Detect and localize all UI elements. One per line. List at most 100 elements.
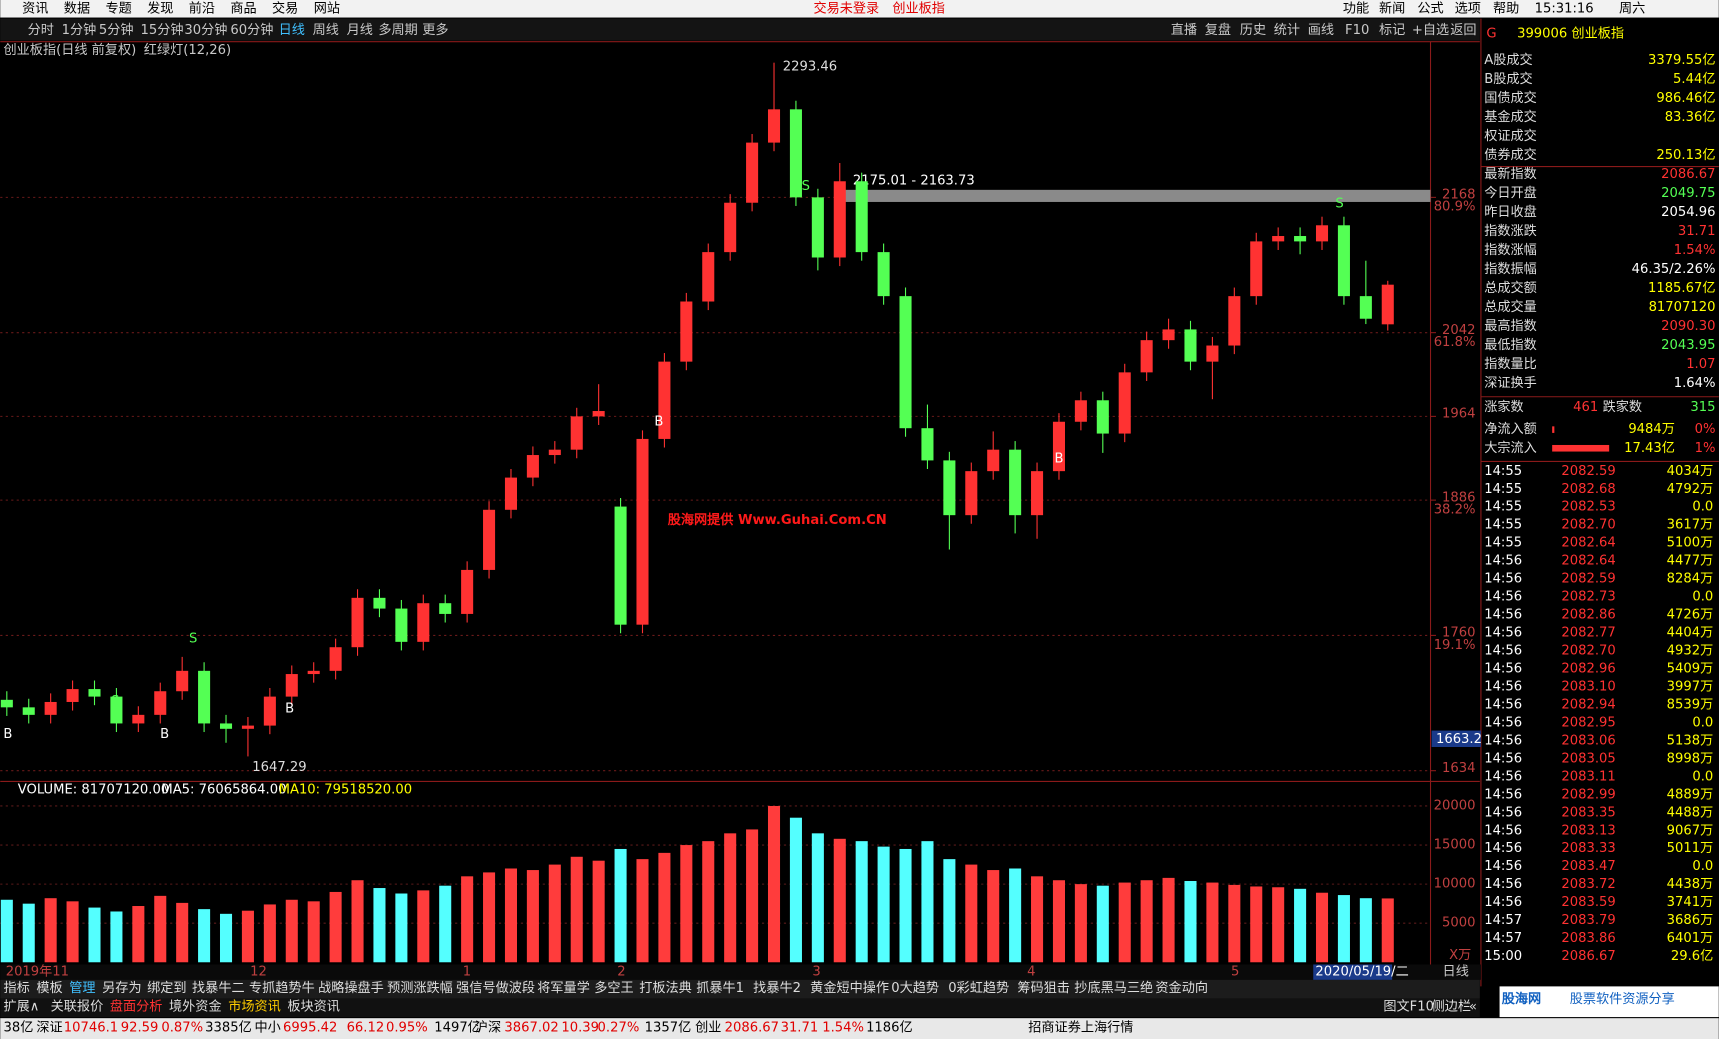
top-right-item[interactable]: 功能 xyxy=(1343,0,1369,16)
tool-button[interactable]: 标记 xyxy=(1379,22,1405,38)
status-item: 3385亿 xyxy=(205,1020,252,1036)
indicator-tab[interactable]: 打板法典 xyxy=(639,980,692,996)
volume-bar xyxy=(1315,892,1329,963)
volume-bar xyxy=(307,901,320,963)
status-item: 0.87% xyxy=(161,1021,203,1036)
quote-value: 5.44亿 xyxy=(1673,71,1715,87)
tick-volume: 29.6亿 xyxy=(1671,948,1713,964)
candle-body xyxy=(702,252,715,302)
indicator-tab[interactable]: 黄金短中操作 xyxy=(810,980,889,996)
side-tab[interactable]: 侧边栏 xyxy=(1432,999,1471,1015)
menu-item[interactable]: 商品 xyxy=(230,0,256,16)
indicator-tab[interactable]: 找暴牛二 xyxy=(192,980,245,996)
tick-time: 14:57 xyxy=(1484,913,1522,928)
tool-button[interactable]: 直播 xyxy=(1171,22,1197,38)
volume-bar xyxy=(1162,877,1175,963)
candle-body xyxy=(746,142,759,203)
indicator-tab[interactable]: 资金动向 xyxy=(1155,980,1208,996)
quote-value: 2090.30 xyxy=(1661,319,1715,334)
flow-pct: 0% xyxy=(1695,422,1716,437)
status-item: 创业 xyxy=(695,1020,721,1036)
signal: S xyxy=(617,530,625,545)
tool-button[interactable]: +自选 xyxy=(1412,22,1449,38)
status-item: 中小 xyxy=(255,1020,281,1036)
indicator-tab[interactable]: 找暴牛2 xyxy=(753,980,801,996)
candle-body xyxy=(263,696,276,726)
status-item: 1186亿 xyxy=(866,1020,913,1036)
status-item: 3867.02 xyxy=(504,1021,558,1036)
panel-tab[interactable]: 境外资金 xyxy=(169,999,222,1015)
top-right-item[interactable]: 新闻 xyxy=(1379,0,1405,16)
menu-item[interactable]: 网站 xyxy=(314,0,340,16)
volume-bar xyxy=(1294,888,1307,963)
candle-body xyxy=(965,471,978,516)
tool-button[interactable]: 统计 xyxy=(1274,22,1300,38)
panel-tab[interactable]: 市场资讯 xyxy=(228,998,281,1015)
side-tab[interactable]: 图文F10 xyxy=(1383,999,1434,1015)
period-tab[interactable]: 多周期 xyxy=(378,21,417,38)
menu-item[interactable]: 前沿 xyxy=(189,0,215,16)
tool-button[interactable]: 历史 xyxy=(1240,22,1266,38)
period-tab[interactable]: 日线 xyxy=(279,22,305,38)
candle-body xyxy=(329,647,342,671)
indicator-tab[interactable]: 模板 xyxy=(36,980,62,996)
menu-item[interactable]: 发现 xyxy=(147,0,173,16)
indicator-tab[interactable]: 专抓趋势牛 xyxy=(249,980,315,996)
tool-button[interactable]: 画线 xyxy=(1308,22,1334,38)
panel-tab[interactable]: 板块资讯 xyxy=(287,999,340,1015)
volume-bar xyxy=(329,891,342,963)
indicator-tab[interactable]: 多空王 xyxy=(594,979,633,996)
menu-item[interactable]: 专题 xyxy=(105,0,131,16)
indicator-tab[interactable]: 指标 xyxy=(4,980,30,996)
volume-bar xyxy=(526,870,539,963)
indicator-tab[interactable]: 筹码狙击 xyxy=(1017,979,1070,996)
indicator-tab[interactable]: 将军量学 xyxy=(537,980,590,996)
menu-item[interactable]: 资讯 xyxy=(22,0,48,16)
period-tab[interactable]: 更多 xyxy=(422,21,448,38)
indicator-tab[interactable]: 抄底黑马三绝 xyxy=(1074,980,1153,996)
indicator-tab[interactable]: 0大趋势 xyxy=(891,980,939,996)
quote-value: 986.46亿 xyxy=(1656,90,1715,106)
candle-body xyxy=(811,197,824,258)
indicator-tab[interactable]: 预测涨跌幅 xyxy=(387,980,453,996)
indicator-tab[interactable]: 抓暴牛1 xyxy=(696,980,744,996)
volume-bar xyxy=(461,876,474,963)
period-tab[interactable]: 1分钟 xyxy=(62,21,97,38)
period-tab[interactable]: 60分钟 xyxy=(230,21,273,38)
menu-item[interactable]: 数据 xyxy=(64,0,90,16)
quote-label: 深证换手 xyxy=(1484,375,1537,391)
tool-button[interactable]: 复盘 xyxy=(1205,21,1231,38)
signal: S xyxy=(1335,196,1343,211)
indicator-tab[interactable]: 另存为 xyxy=(102,980,141,996)
panel-tab[interactable]: 扩展∧ xyxy=(4,999,40,1015)
tool-button[interactable]: F10 xyxy=(1345,23,1369,38)
indicator-tab[interactable]: 0彩虹趋势 xyxy=(948,980,1009,996)
indicator-tab[interactable]: 强信号做波段 xyxy=(456,980,535,996)
period-tab[interactable]: 30分钟 xyxy=(184,21,227,38)
tick-volume: 5138万 xyxy=(1667,733,1714,748)
tick-price: 2082.53 xyxy=(1561,500,1615,515)
top-right-item[interactable]: 公式 xyxy=(1417,0,1443,16)
side-tab[interactable]: « xyxy=(1469,1000,1477,1015)
tick-time: 14:56 xyxy=(1484,841,1522,856)
top-right-item[interactable]: 帮助 xyxy=(1493,0,1519,16)
panel-tab[interactable]: 盘面分析 xyxy=(110,998,163,1015)
tool-button[interactable]: 返回 xyxy=(1450,22,1476,38)
period-tab[interactable]: 周线 xyxy=(313,22,339,38)
period-tab[interactable]: 15分钟 xyxy=(141,21,184,38)
status-item: 38亿 xyxy=(4,1020,34,1036)
volume-bar xyxy=(767,805,781,963)
period-tab[interactable]: 月线 xyxy=(347,22,373,38)
period-tab[interactable]: 5分钟 xyxy=(99,21,134,38)
tick-price: 2082.77 xyxy=(1561,626,1615,641)
indicator-tab[interactable]: 管理 xyxy=(69,980,95,996)
indicator-tab[interactable]: 战略操盘手 xyxy=(318,979,384,996)
candle-body xyxy=(943,460,956,516)
top-right-item[interactable]: 选项 xyxy=(1455,0,1481,16)
candle-body xyxy=(1052,421,1065,472)
candle-body xyxy=(658,361,671,439)
panel-tab[interactable]: 关联报价 xyxy=(51,999,104,1015)
indicator-tab[interactable]: 绑定到 xyxy=(147,980,186,996)
menu-item[interactable]: 交易 xyxy=(272,0,298,16)
period-tab[interactable]: 分时 xyxy=(28,22,54,38)
